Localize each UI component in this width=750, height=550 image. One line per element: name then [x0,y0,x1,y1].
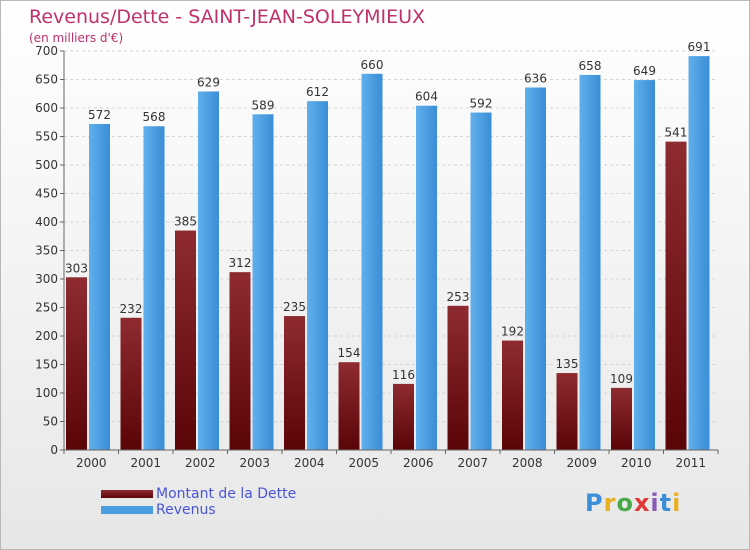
bar-dette [338,362,360,450]
data-label-dette: 116 [392,368,415,382]
bar-revenus [525,87,546,450]
data-label-dette: 192 [501,325,524,339]
y-tick-label: 0 [50,443,58,457]
bars: 3035722325683856293125892356121546601166… [65,40,711,451]
gridlines [64,50,718,451]
bar-revenus [579,74,601,450]
data-label-dette: 541 [665,126,688,140]
data-label-revenus: 568 [143,110,166,124]
x-tick-label: 2011 [675,456,706,470]
legend-swatch-revenus [101,506,153,514]
logo-letter: o [616,489,634,517]
bar-revenus [361,73,383,451]
x-tick-label: 2007 [457,456,488,470]
bar-revenus [307,101,328,450]
bar-dette [175,230,196,450]
bar-dette [229,272,251,450]
bar-dette [611,387,632,450]
bar-revenus [252,114,274,451]
y-tick-label: 350 [35,244,58,258]
logo-letter: i [650,489,660,517]
chart-subtitle: (en milliers d'€) [29,31,124,45]
x-tick-label: 2010 [621,456,652,470]
legend-label-dette: Montant de la Dette [156,486,297,502]
y-axis: 0 50 100 150 200 250 300 350 400 450 500 550 600 650 7… [35,44,65,457]
data-label-revenus: 592 [470,97,493,111]
x-tick-label: 2002 [185,456,216,470]
legend-swatch-dette [101,490,153,498]
bar-dette [502,340,523,450]
x-tick-label: 2003 [239,456,270,470]
proxiti-logo: Proxiti [585,489,681,517]
bar-dette [284,316,305,450]
data-label-dette: 253 [447,290,470,304]
bar-revenus [89,123,110,451]
data-label-dette: 385 [174,215,197,229]
data-label-dette: 109 [610,372,633,386]
data-label-dette: 135 [556,357,579,371]
data-label-revenus: 658 [579,59,602,73]
bar-revenus [470,112,492,450]
logo-letter: r [603,489,617,517]
bar-revenus [634,80,655,450]
x-tick-label: 2006 [403,456,434,470]
y-tick-label: 600 [35,101,58,115]
data-label-dette: 232 [120,302,143,316]
x-tick-label: 2008 [512,456,543,470]
data-label-revenus: 691 [688,40,711,54]
y-tick-label: 450 [35,187,58,201]
y-tick-label: 650 [35,73,58,87]
y-tick-label: 200 [35,329,58,343]
data-label-revenus: 604 [415,90,438,104]
y-tick-label: 700 [35,44,58,58]
y-tick-label: 50 [43,415,58,429]
data-label-revenus: 636 [524,71,547,85]
bar-dette [556,373,578,450]
y-tick-label: 250 [35,301,58,315]
y-tick-label: 150 [35,358,58,372]
data-label-dette: 235 [283,300,306,314]
y-tick-label: 500 [35,158,58,172]
legend-label-revenus: Revenus [156,502,216,518]
bar-dette [393,383,414,450]
x-tick-label: 2000 [76,456,107,470]
bar-revenus [416,105,437,450]
logo-letter: i [672,489,682,517]
bar-dette [665,141,687,450]
bar-dette [66,277,87,450]
data-label-revenus: 612 [306,85,329,99]
data-label-dette: 303 [65,261,88,275]
x-axis: 2000 2001 2002 2003 2004 2005 2006 2007 2008 2009… [63,449,719,470]
logo-letter: t [659,489,673,517]
bar-revenus [143,126,165,451]
y-tick-label: 300 [35,272,58,286]
x-tick-label: 2009 [566,456,597,470]
chart-title: Revenus/Dette - SAINT-JEAN-SOLEYMIEUX [29,6,426,28]
data-label-revenus: 629 [197,75,220,89]
bar-revenus [198,91,219,450]
bar-revenus [688,56,710,450]
x-tick-label: 2004 [294,456,325,470]
data-label-dette: 154 [338,346,361,360]
logo-letter: x [633,489,651,517]
y-tick-label: 550 [35,130,58,144]
y-tick-label: 400 [35,215,58,229]
data-label-revenus: 649 [633,64,656,78]
y-tick-label: 100 [35,386,58,400]
data-label-dette: 312 [229,256,252,270]
bar-dette [447,305,469,450]
x-tick-label: 2005 [348,456,379,470]
data-label-revenus: 572 [88,108,111,122]
x-tick-label: 2001 [130,456,161,470]
data-label-revenus: 660 [361,58,384,72]
logo-letter: P [585,489,604,517]
data-label-revenus: 589 [252,98,275,112]
bar-dette [120,317,142,450]
